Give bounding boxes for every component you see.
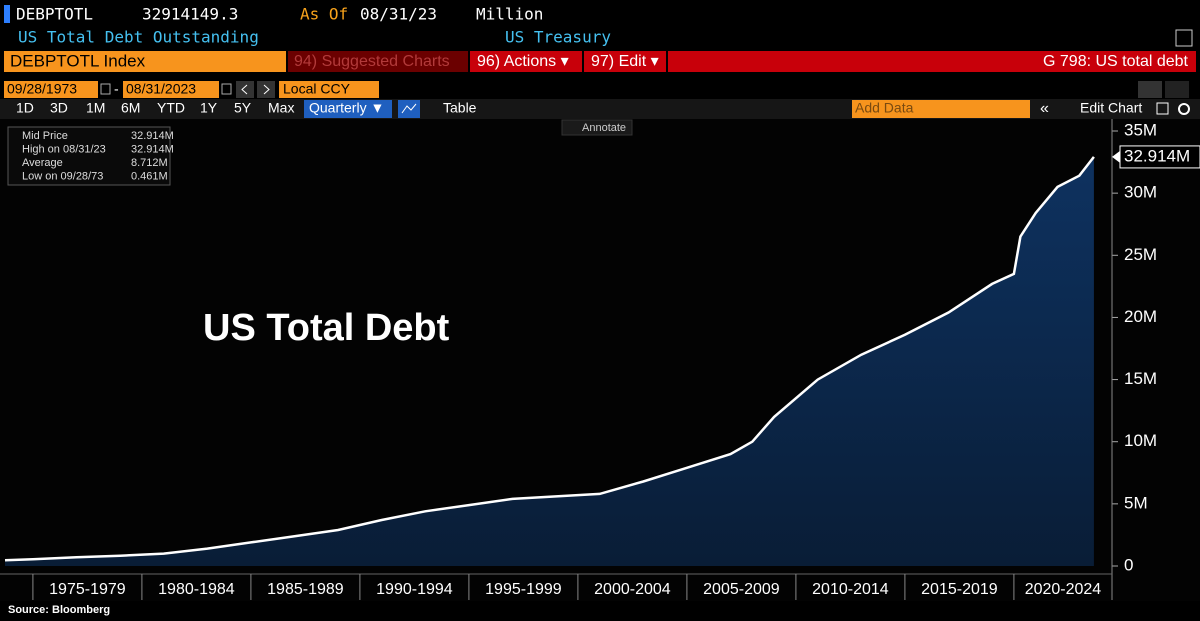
y-tick-label: 20M	[1124, 307, 1157, 326]
actions-box[interactable]	[470, 51, 582, 72]
x-tick-label: 2020-2024	[1025, 581, 1102, 598]
x-tick-label: 2005-2009	[703, 581, 780, 598]
y-tick-label: 0	[1124, 555, 1133, 574]
calendar-icon[interactable]	[221, 83, 232, 95]
as-of-label: As Of	[300, 5, 348, 24]
undo-button[interactable]	[1138, 81, 1162, 98]
annotation: US Total Debt	[203, 307, 450, 349]
redo-button[interactable]	[1165, 81, 1189, 98]
security-box[interactable]	[4, 51, 286, 72]
legend-label: Low on 09/28/73	[22, 170, 103, 182]
frequency-box[interactable]	[304, 100, 392, 118]
y-tick-label: 15M	[1124, 369, 1157, 388]
function: G 798: US total debt	[1043, 53, 1189, 70]
last-value-pointer	[1112, 150, 1120, 163]
legend-label: Average	[22, 157, 63, 169]
add-data-box[interactable]	[852, 100, 1030, 118]
annotate-button[interactable]	[561, 119, 633, 136]
legend-label: High on 08/31/23	[22, 143, 106, 155]
y-tick-label: 35M	[1124, 120, 1157, 139]
security[interactable]: DEBPTOTL Index	[10, 51, 146, 70]
edit-chart[interactable]: Edit Chart	[1080, 100, 1142, 116]
range-button[interactable]: 1D	[16, 100, 34, 116]
range-button[interactable]: YTD	[157, 100, 185, 116]
range-group: 1D 3D 1M 6M YTD 1Y 5Y Max	[16, 100, 294, 116]
last-value-label: 32.914M	[1124, 146, 1190, 165]
add-data[interactable]: Add Data	[855, 100, 914, 116]
legend-rows: Mid Price 32.914M High on 08/31/23 32.914M A…	[22, 130, 174, 183]
plot: 0 5M 10M 15M 20M 25M 30M 35M 1975-1979 1980-1984 1…	[0, 119, 1200, 600]
range-button[interactable]: Max	[268, 100, 294, 116]
line-icon[interactable]	[398, 100, 420, 118]
x-tick-label: 1985-1989	[267, 581, 344, 598]
settings-icon[interactable]	[1178, 103, 1190, 115]
x-tick-label: 1995-1999	[485, 581, 562, 598]
legend-value: 8.712M	[131, 157, 168, 169]
x-tick-label: 1990-1994	[376, 581, 453, 598]
range-button[interactable]: 5Y	[234, 100, 252, 116]
calendar-icon[interactable]	[100, 83, 111, 95]
function-box	[668, 51, 1196, 72]
legend-label: Mid Price	[22, 130, 68, 142]
line-icon-glyph	[401, 103, 417, 114]
x-tick-label: 2015-2019	[921, 581, 998, 598]
x-tick-label: 1980-1984	[158, 581, 235, 598]
range-button[interactable]: 1M	[86, 100, 105, 116]
legend-value: 0.461M	[131, 170, 168, 182]
start-date-box[interactable]	[4, 81, 98, 98]
legend-value: 32.914M	[131, 130, 174, 142]
next-icon	[263, 84, 270, 95]
y-tick-label: 30M	[1124, 183, 1157, 202]
legend-value: 32.914M	[131, 143, 174, 155]
edit-box[interactable]	[584, 51, 666, 72]
y-tick-label: 25M	[1124, 245, 1157, 264]
source: Source: Bloomberg	[8, 604, 110, 616]
x-tick-label: 2000-2004	[594, 581, 671, 598]
source-name: US Treasury	[505, 28, 611, 47]
table[interactable]: Table	[443, 100, 477, 116]
range-button[interactable]: 1Y	[200, 100, 218, 116]
y-tick-label: 5M	[1124, 493, 1148, 512]
edit[interactable]: 97) Edit ▾	[591, 53, 659, 70]
line	[4, 156, 1095, 562]
x-tick-label: 1975-1979	[49, 581, 126, 598]
end-date-box[interactable]	[123, 81, 219, 98]
collapse[interactable]: «	[1040, 100, 1049, 117]
edit-icon[interactable]	[1156, 102, 1169, 115]
marker	[4, 5, 10, 23]
popout-icon[interactable]	[1175, 29, 1193, 47]
currency[interactable]: Local CCY	[283, 81, 351, 97]
frequency[interactable]: Quarterly ▼	[309, 100, 384, 116]
prev-icon	[241, 84, 248, 95]
area	[5, 156, 1094, 566]
description: US Total Debt Outstanding	[18, 28, 259, 47]
date-sep: -	[114, 81, 119, 97]
next-button[interactable]	[257, 81, 275, 98]
y-tick-label: 10M	[1124, 431, 1157, 450]
x-tick-label: 2010-2014	[812, 581, 889, 598]
actions[interactable]: 96) Actions ▾	[477, 53, 569, 70]
currency-box[interactable]	[279, 81, 379, 98]
as-of-date: 08/31/23	[360, 5, 437, 24]
ticker: DEBPTOTL	[16, 5, 93, 24]
prev-button[interactable]	[236, 81, 254, 98]
range-button[interactable]: 6M	[121, 100, 140, 116]
suggested-box[interactable]	[288, 51, 468, 72]
start-date[interactable]: 09/28/1973	[7, 81, 77, 97]
range-button[interactable]: 3D	[50, 100, 68, 116]
end-date[interactable]: 08/31/2023	[126, 81, 196, 97]
suggested[interactable]: 94) Suggested Charts	[294, 53, 450, 70]
legend-box	[7, 126, 171, 186]
last-value: 32914149.3	[142, 5, 238, 24]
unit: Million	[476, 5, 543, 24]
annotate[interactable]: Annotate	[582, 122, 626, 134]
